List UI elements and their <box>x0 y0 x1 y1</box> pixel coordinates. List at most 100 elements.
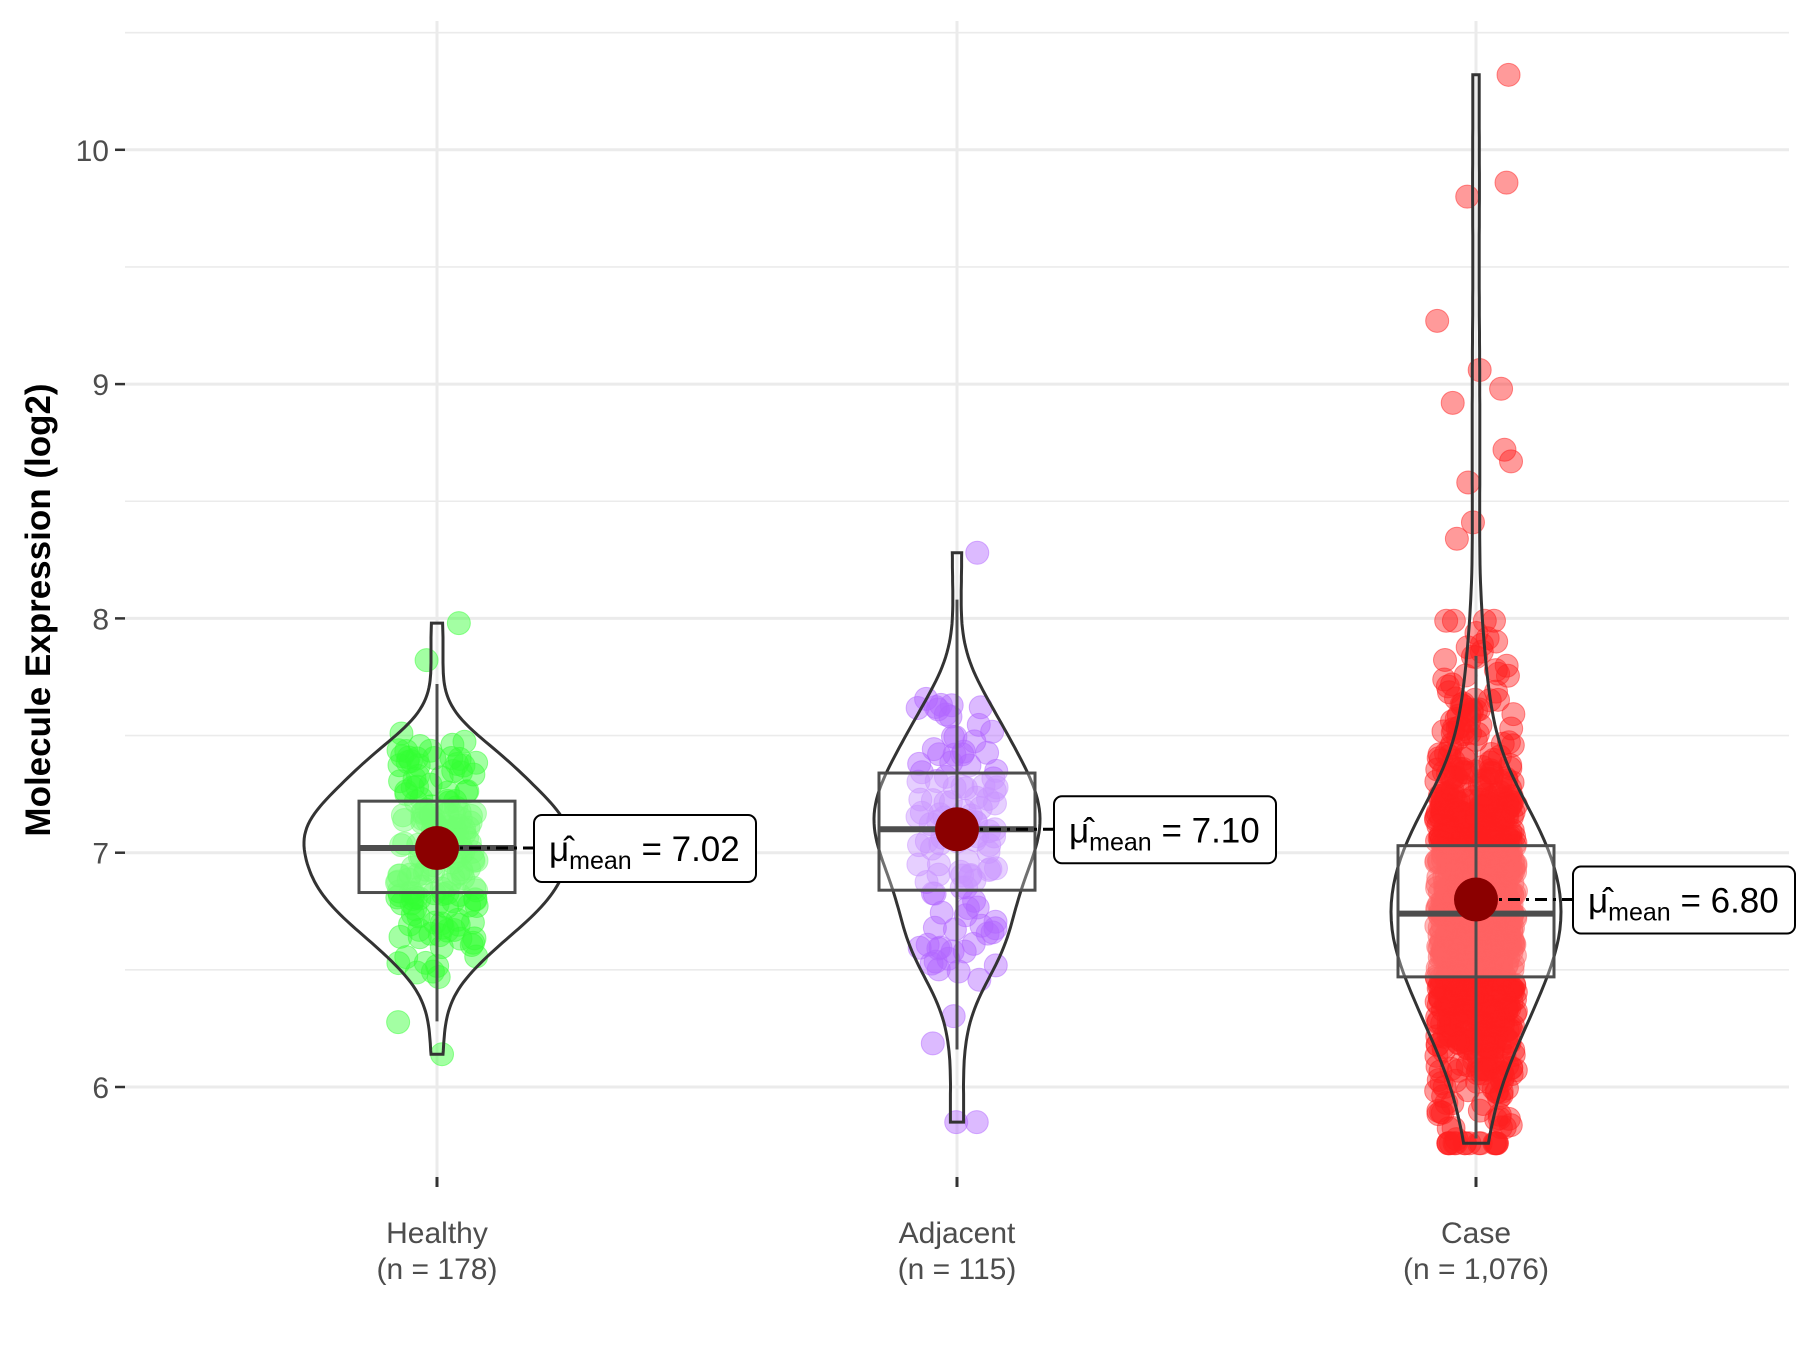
data-point <box>976 786 1001 811</box>
data-point <box>906 769 931 794</box>
data-point <box>1456 470 1481 495</box>
data-point <box>396 867 421 892</box>
data-point <box>407 925 432 950</box>
mean-label: μ̂mean = 7.10 <box>1053 795 1277 865</box>
mean-label: μ̂mean = 7.02 <box>533 814 757 884</box>
y-tick-label: 6 <box>92 1072 109 1105</box>
data-point <box>1441 608 1466 633</box>
data-point <box>440 732 465 757</box>
y-axis-label: Molecule Expression (log2) <box>19 383 58 836</box>
violin-outline <box>302 621 572 1056</box>
data-point <box>924 769 949 794</box>
data-point <box>914 869 939 894</box>
data-point <box>983 916 1008 941</box>
mean-label-box <box>1053 795 1277 865</box>
data-point <box>422 746 447 771</box>
data-point <box>1499 449 1524 474</box>
data-point <box>1452 804 1477 829</box>
data-point <box>982 791 1007 816</box>
data-point <box>394 945 419 970</box>
data-point <box>1432 647 1457 672</box>
data-point <box>399 891 424 916</box>
data-point <box>441 759 466 784</box>
data-point <box>462 926 487 951</box>
data-point <box>965 540 990 565</box>
y-tick-label: 7 <box>92 838 109 871</box>
data-point <box>1440 765 1465 790</box>
data-point <box>1426 1102 1451 1127</box>
data-point <box>942 775 967 800</box>
mean-point <box>935 807 979 852</box>
data-point <box>447 883 472 908</box>
data-point <box>394 738 419 763</box>
data-point <box>1499 716 1524 741</box>
data-point <box>965 895 990 920</box>
data-point <box>1436 1116 1461 1141</box>
data-point <box>920 1031 945 1056</box>
data-point <box>464 750 489 775</box>
data-point <box>1467 1098 1492 1123</box>
mean-label-text: μ̂mean = 7.02 <box>549 830 740 875</box>
mean-point <box>415 826 459 871</box>
data-point <box>1432 667 1457 692</box>
group-adjacent: μ̂mean = 7.10 <box>872 540 1277 1135</box>
data-point <box>977 833 1002 858</box>
data-point <box>1483 658 1508 683</box>
data-point <box>922 881 947 906</box>
y-tick-label: 8 <box>92 603 109 636</box>
data-point <box>1425 308 1450 333</box>
data-point <box>921 737 946 762</box>
data-point <box>1469 1057 1494 1082</box>
data-point <box>1435 674 1460 699</box>
x-tick-label: Healthy <box>386 1217 488 1250</box>
data-point <box>946 959 971 984</box>
data-point <box>387 863 412 888</box>
data-point <box>920 788 945 813</box>
x-tick-label: Adjacent <box>899 1217 1016 1250</box>
data-point <box>1444 526 1469 551</box>
data-point <box>1489 376 1514 401</box>
data-point <box>942 917 967 942</box>
x-tick-count-label: (n = 178) <box>377 1253 498 1286</box>
data-point <box>388 924 413 949</box>
data-point <box>445 751 470 776</box>
x-tick-label: Case <box>1441 1217 1511 1250</box>
data-point <box>938 704 963 729</box>
data-point <box>962 729 987 754</box>
group-healthy: μ̂mean = 7.02 <box>302 611 757 1067</box>
data-point <box>1455 184 1480 209</box>
data-point <box>445 907 470 932</box>
data-point <box>1498 1113 1523 1138</box>
y-tick-label: 10 <box>76 135 109 168</box>
data-point <box>983 909 1008 934</box>
data-point <box>1430 1100 1455 1125</box>
data-point <box>982 778 1007 803</box>
data-point <box>387 753 412 778</box>
x-tick-count-label: (n = 1,076) <box>1403 1253 1549 1286</box>
data-point <box>978 856 1003 881</box>
data-point <box>907 751 932 776</box>
data-point <box>1481 608 1506 633</box>
data-point <box>1449 1052 1474 1077</box>
data-point <box>452 729 477 754</box>
data-point <box>1496 62 1521 87</box>
data-point <box>977 858 1002 883</box>
mean-label-box <box>533 814 757 884</box>
data-point <box>464 878 489 903</box>
data-point <box>1428 987 1453 1012</box>
data-point <box>958 862 983 887</box>
data-point <box>1494 170 1519 195</box>
data-point <box>908 787 933 812</box>
data-point <box>980 920 1005 945</box>
jitter-points <box>1424 62 1528 1156</box>
data-point <box>1492 985 1517 1010</box>
group-case: μ̂mean = 6.80 <box>1389 62 1796 1156</box>
data-point <box>1450 756 1475 781</box>
violin-outline <box>872 551 1042 1124</box>
data-point <box>446 611 471 636</box>
data-point <box>919 951 944 976</box>
groups: μ̂mean = 7.02 μ̂mean = 7.10 μ̂mean = 6.80 <box>302 62 1796 1156</box>
data-point <box>966 712 991 737</box>
data-point <box>936 946 961 971</box>
